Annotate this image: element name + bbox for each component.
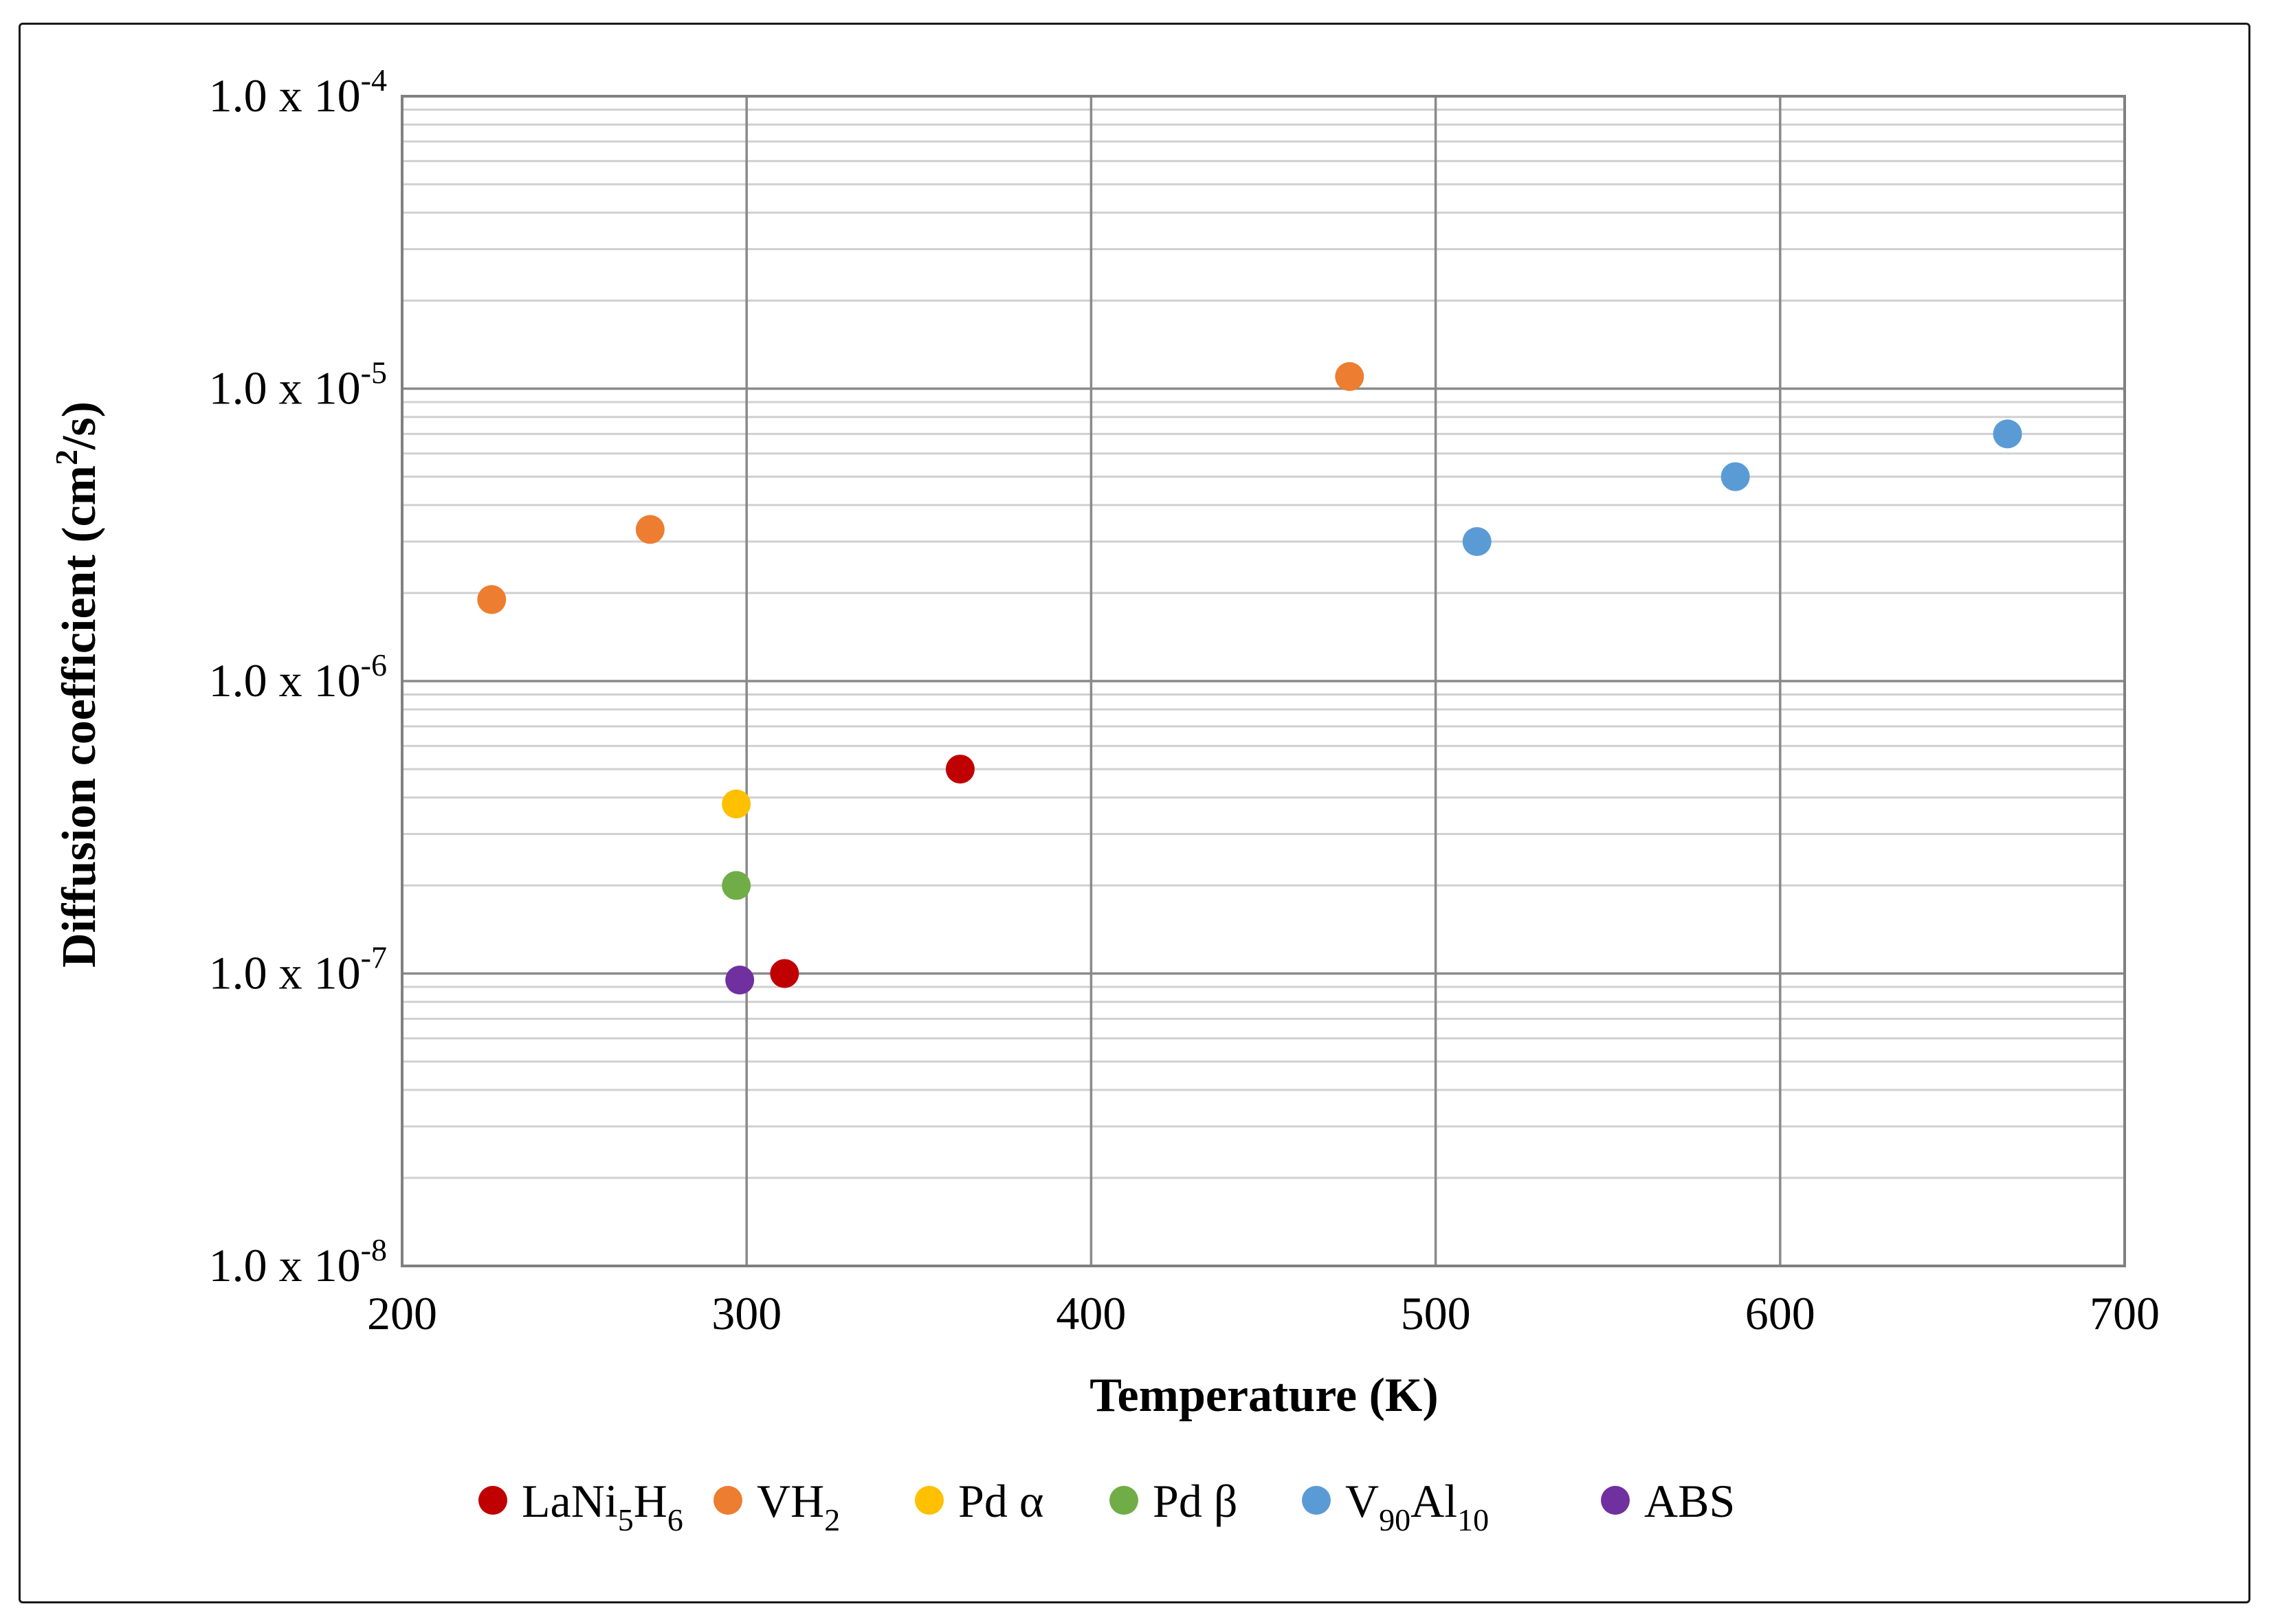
legend-label: V90Al10 [1345,1475,1489,1537]
data-point [770,959,799,988]
x-axis-title: Temperature (K) [1089,1369,1438,1422]
x-tick-label: 600 [1745,1287,1815,1339]
legend-marker [915,1486,944,1515]
data-point [1720,462,1750,491]
x-tick-label: 500 [1401,1287,1471,1339]
data-points [477,361,2022,994]
data-point [635,515,665,544]
chart-frame [19,23,2250,1603]
data-point [722,789,751,819]
legend-label: ABS [1644,1475,1735,1527]
legend-marker [713,1486,742,1515]
x-tick-labels: 200 300 400 500 600 700 [367,1287,2160,1339]
legend-marker [1109,1486,1138,1515]
legend-marker [1302,1486,1331,1515]
legend-label: Pd β [1153,1475,1237,1527]
x-tick-label: 700 [2090,1287,2160,1339]
legend-label: Pd α [958,1475,1043,1527]
data-point [477,585,507,614]
x-tick-label: 300 [711,1287,782,1339]
data-point [725,965,755,994]
y-tick-labels: 1.0 x 10-8 1.0 x 10-7 1.0 x 10-6 1.0 x 10-5… [209,63,387,1291]
y-axis-title: Diffusion coefficient (cm2/s) [49,401,106,968]
y-tick-label: 1.0 x 10-7 [209,940,387,999]
x-tick-label: 200 [367,1287,437,1339]
y-tick-label: 1.0 x 10-4 [209,63,387,122]
data-point [1335,361,1364,391]
data-point [945,755,975,784]
y-tick-label: 1.0 x 10-5 [209,355,387,414]
legend-marker [1601,1486,1630,1515]
legend-label: VH2 [757,1475,840,1537]
minor-gridlines [402,108,2125,1179]
legend-label: LaNi5H6 [522,1475,683,1537]
legend: LaNi5H6 VH2 Pd α Pd β V90Al10 ABS [478,1475,1735,1537]
data-point [1993,419,2022,449]
y-tick-label: 1.0 x 10-8 [209,1232,387,1291]
data-point [1462,526,1492,556]
legend-marker [478,1486,507,1515]
plot-area-border [401,95,2126,1267]
data-point [722,871,751,900]
y-tick-label: 1.0 x 10-6 [209,647,387,707]
x-tick-label: 400 [1056,1287,1126,1339]
